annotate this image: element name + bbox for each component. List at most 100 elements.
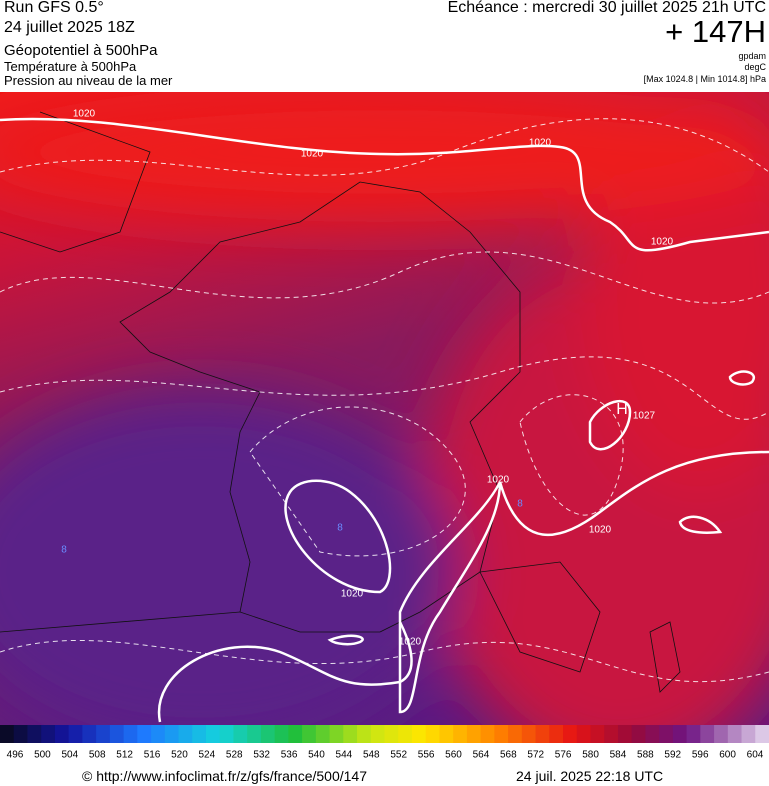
field: Pression au niveau de la mer <box>4 73 173 88</box>
unit: degC <box>744 62 766 72</box>
field: Température à 500hPa <box>4 59 137 74</box>
colorbar-segment <box>123 725 138 743</box>
contour-label: 1020 <box>529 138 552 149</box>
colorbar-segment <box>604 725 619 743</box>
colorbar-label: 596 <box>692 750 709 761</box>
colorbar-label: 572 <box>527 750 544 761</box>
colorbar-label: 504 <box>61 750 78 761</box>
colorbar-segment <box>480 725 495 743</box>
colorbar-segment <box>439 725 454 743</box>
colorbar-label: 552 <box>390 750 407 761</box>
colorbar-label: 540 <box>308 750 325 761</box>
run-date: 24 juillet 2025 18Z <box>4 19 135 36</box>
colorbar-label: 584 <box>610 750 627 761</box>
colorbar-segment <box>714 725 729 743</box>
colorbar-label: 496 <box>7 750 24 761</box>
timestamp: 24 juil. 2025 22:18 UTC <box>516 768 664 784</box>
colorbar-segment <box>54 725 70 743</box>
colorbar-segment <box>508 725 523 743</box>
contour-label: H <box>616 401 628 418</box>
colorbar-label: 532 <box>253 750 270 761</box>
source-url[interactable]: © http://www.infoclimat.fr/z/gfs/france/… <box>82 768 367 784</box>
borders <box>0 111 681 693</box>
colorbar-segment <box>425 725 440 743</box>
colorbar-segment <box>13 725 28 743</box>
field: Géopotentiel à 500hPa <box>4 42 158 59</box>
colorbar-segment <box>274 725 289 743</box>
contour-label: 8 <box>61 545 67 556</box>
colorbar-label: 528 <box>226 750 243 761</box>
colorbar-segment <box>549 725 564 743</box>
colorbar-segment <box>164 725 180 743</box>
colorbar-segment <box>370 725 385 743</box>
colorbar-segment <box>68 725 83 743</box>
colorbar-segment <box>192 725 207 743</box>
unit: gpdam <box>738 51 766 61</box>
colorbar-label: 604 <box>747 750 764 761</box>
colorbar-segment <box>686 725 701 743</box>
colorbar-segment <box>0 725 15 743</box>
colorbar-label: 520 <box>171 750 188 761</box>
colorbar-segment <box>315 725 331 743</box>
colorbar-label: 592 <box>664 750 681 761</box>
range: [Max 1024.8 | Min 1014.8] hPa <box>643 74 766 84</box>
colorbar-segment <box>205 725 221 743</box>
colorbar-segment <box>41 725 56 743</box>
colorbar-segment <box>288 725 303 743</box>
colorbar-label: 600 <box>719 750 736 761</box>
colorbar-segment <box>411 725 427 743</box>
colorbar-segment <box>137 725 152 743</box>
contour-label: 1020 <box>399 637 422 648</box>
colorbar-segment <box>521 725 537 743</box>
contour-label: 1020 <box>73 109 96 120</box>
colorbar-segment <box>563 725 578 743</box>
colorbar-segment <box>302 725 317 743</box>
colorbar-segment <box>109 725 125 743</box>
colorbar-label: 548 <box>363 750 380 761</box>
colorbar-label: 568 <box>500 750 517 761</box>
colorbar-segment <box>151 725 166 743</box>
contour-label: 8 <box>337 523 343 534</box>
colorbar-segment <box>741 725 756 743</box>
colorbar-segment <box>384 725 399 743</box>
colorbar-label: 512 <box>116 750 133 761</box>
temperature-contours <box>0 118 769 683</box>
contour-label: 1020 <box>589 525 612 536</box>
contour-label: 1020 <box>487 475 510 486</box>
colorbar-label: 508 <box>89 750 106 761</box>
run: Run GFS 0.5° <box>4 0 104 16</box>
colorbar-label: 500 <box>34 750 51 761</box>
colorbar-segment <box>645 725 660 743</box>
colorbar-label: 556 <box>418 750 435 761</box>
colorbar-label: 524 <box>199 750 216 761</box>
pressure-contours <box>0 117 769 723</box>
colorbar-label: 564 <box>473 750 490 761</box>
colorbar-label: 516 <box>144 750 161 761</box>
colorbar-segment <box>357 725 372 743</box>
contour-label: 8 <box>517 499 523 510</box>
colorbar-segment <box>755 725 769 743</box>
colorbar-segment <box>27 725 42 743</box>
colorbar-segment <box>494 725 509 743</box>
colorbar-label: 580 <box>582 750 599 761</box>
contour-label: 1020 <box>301 149 324 160</box>
colorbar-label: 588 <box>637 750 654 761</box>
colorbar-segment <box>329 725 344 743</box>
colorbar-segment <box>727 725 743 743</box>
colorbar-segment <box>659 725 674 743</box>
colorbar-segment <box>672 725 688 743</box>
colorbar-label: 560 <box>445 750 462 761</box>
colorbar-label: 544 <box>336 750 353 761</box>
colorbar-segment <box>700 725 715 743</box>
colorbar-segment <box>96 725 111 743</box>
colorbar-segment <box>617 725 633 743</box>
colorbar-segment <box>219 725 234 743</box>
colorbar-segment <box>576 725 591 743</box>
colorbar-segment <box>466 725 482 743</box>
lead-time: + 147H <box>665 14 766 49</box>
field-shading <box>0 92 769 725</box>
colorbar-segment <box>82 725 97 743</box>
colorbar-segment <box>233 725 248 743</box>
colorbar-segment <box>398 725 413 743</box>
